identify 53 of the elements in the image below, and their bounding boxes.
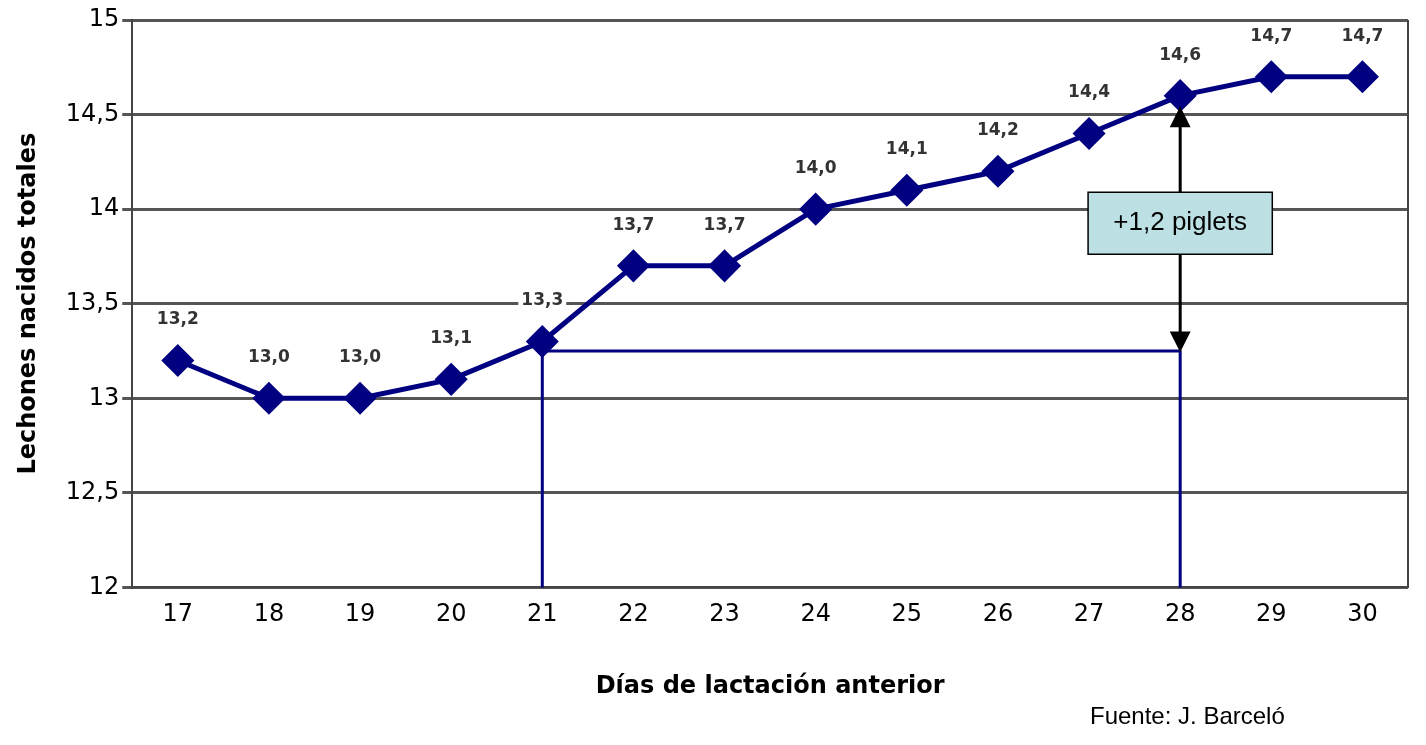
x-tick-label: 20 [435,599,467,628]
data-label: 14,1 [885,138,928,159]
x-tick-label: 21 [527,599,558,628]
data-label: 14,7 [1250,24,1293,45]
point [982,155,1014,187]
x-tick-label: 22 [618,599,649,628]
x-axis-title: Días de lactación anterior [595,670,945,699]
point [617,250,649,282]
x-tick-label: 29 [1256,599,1287,628]
data-label: 13,0 [339,346,382,367]
point [709,250,741,282]
y-tick-label: 15 [88,4,120,33]
point [344,382,376,414]
x-tick-label: 26 [982,599,1014,628]
data-label: 13,3 [521,289,564,310]
x-tick-label: 24 [800,599,831,628]
data-label: 14,0 [794,157,837,178]
x-tick-label: 30 [1347,599,1378,628]
point [162,344,194,376]
y-tick-label: 13,5 [65,287,120,316]
y-tick-label: 14 [88,193,120,222]
x-tick-label: 25 [891,599,923,628]
data-label: 14,2 [976,119,1019,140]
data-label: 14,6 [1159,43,1202,64]
x-tick-label: 17 [162,599,194,628]
data-label: 13,0 [247,346,291,367]
x-tick-label: 28 [1164,599,1196,628]
y-tick-label: 12,5 [65,477,120,506]
x-tick-label: 19 [344,599,376,628]
data-label: 13,2 [156,308,199,329]
y-tick-label: 14,5 [65,98,120,127]
point [253,382,285,414]
point [526,326,558,358]
data-label: 13,1 [430,327,473,348]
point [1073,117,1105,149]
data-label: 14,7 [1341,24,1384,45]
source-note: Fuente: J. Barceló [1090,701,1285,729]
y-tick-label: 12 [88,571,120,600]
data-label: 13,7 [703,213,746,234]
y-axis-title: Lechones nacidos totales [12,132,41,475]
x-tick-label: 23 [709,599,740,628]
data-label: 14,4 [1068,81,1111,102]
point [800,193,832,225]
point [1164,80,1196,112]
point [435,363,467,395]
data-label: 13,7 [612,213,655,234]
point [1346,61,1378,93]
y-tick-label: 13 [88,382,120,411]
x-tick-label: 27 [1073,599,1105,628]
point [891,174,923,206]
point [1255,61,1287,93]
x-tick-label: 18 [253,599,285,628]
annotation: +1,2 piglets [1113,206,1248,237]
